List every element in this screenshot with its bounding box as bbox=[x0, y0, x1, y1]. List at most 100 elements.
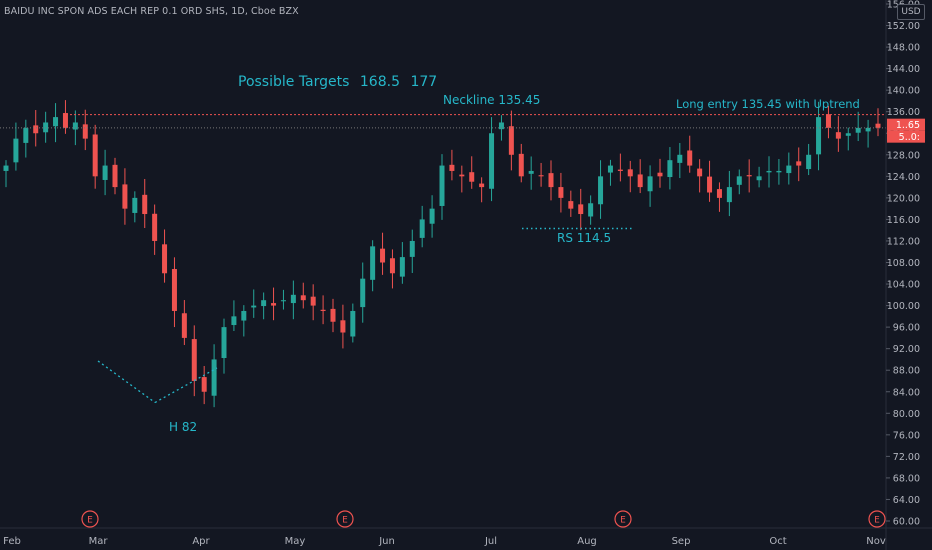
candle-body bbox=[72, 122, 78, 130]
x-tick-label: Jun bbox=[378, 536, 395, 547]
earnings-marker bbox=[336, 510, 354, 528]
y-tick-label: 92.00 bbox=[893, 344, 920, 355]
candle-body bbox=[310, 296, 316, 306]
x-tick-label: Mar bbox=[89, 536, 109, 547]
y-tick-label: 152.00 bbox=[887, 21, 920, 32]
earnings-marker bbox=[868, 510, 886, 528]
neckline-annotation: Neckline 135.45 bbox=[443, 93, 541, 107]
y-tick-label: 104.00 bbox=[887, 280, 920, 291]
candle-body bbox=[271, 303, 277, 306]
candle-body bbox=[588, 203, 594, 217]
candle-body bbox=[766, 170, 772, 173]
candle-body bbox=[578, 204, 584, 215]
candle-body bbox=[370, 246, 376, 280]
y-tick-label: 140.00 bbox=[887, 86, 920, 97]
candle-body bbox=[211, 359, 217, 396]
candle-body bbox=[498, 122, 504, 130]
candle-body bbox=[617, 169, 623, 171]
candle-body bbox=[201, 377, 207, 392]
earnings-marker bbox=[81, 510, 99, 528]
currency-badge[interactable]: USD bbox=[897, 4, 925, 20]
candle-body bbox=[845, 133, 851, 136]
candle-body bbox=[657, 172, 663, 177]
x-tick-label: Sep bbox=[672, 536, 691, 547]
symbol-title: BAIDU INC SPON ADS EACH REP 0.1 ORD SHS,… bbox=[4, 6, 299, 17]
price-badge-label: 5..0: bbox=[899, 132, 920, 143]
candle-body bbox=[389, 258, 395, 274]
x-tick-label: Apr bbox=[192, 536, 210, 547]
y-tick-label: 64.00 bbox=[893, 495, 920, 506]
candle-body bbox=[548, 173, 554, 188]
possible-targets-annotation: Possible Targets 168.5 177 bbox=[238, 74, 443, 90]
candle-body bbox=[261, 300, 267, 307]
y-tick-label: 88.00 bbox=[893, 366, 920, 377]
candle-body bbox=[806, 154, 812, 170]
candle-body bbox=[568, 201, 574, 209]
candle-body bbox=[191, 339, 197, 381]
price-badges: 1..655..0: bbox=[887, 118, 925, 143]
candle-body bbox=[508, 126, 514, 155]
price-axis: 60.00 64.00 68.00 72.00 76.00 80.00 84.00 88.00… bbox=[886, 0, 920, 528]
candle-body bbox=[667, 160, 673, 178]
candle-body bbox=[707, 176, 713, 193]
candle-body bbox=[251, 305, 257, 308]
head-annotation: H 82 bbox=[169, 420, 198, 434]
y-tick-label: 144.00 bbox=[887, 64, 920, 75]
candle-body bbox=[637, 174, 643, 188]
earnings-marker bbox=[614, 510, 632, 528]
target-2: 177 bbox=[410, 74, 438, 90]
x-tick-label: Aug bbox=[577, 536, 597, 547]
candle-body bbox=[181, 313, 187, 338]
x-tick-label: Nov bbox=[866, 536, 886, 547]
candle-body bbox=[528, 170, 534, 174]
candle-body bbox=[3, 165, 9, 171]
y-tick-label: 100.00 bbox=[887, 301, 920, 312]
time-axis: Feb Mar Apr May Jun Jul Aug Sep Oct Nov bbox=[3, 536, 886, 547]
candle-body bbox=[598, 176, 604, 205]
price-badge-bg bbox=[887, 118, 925, 131]
candle-body bbox=[538, 175, 544, 177]
candle-body bbox=[756, 176, 762, 181]
head-right-trendline bbox=[154, 367, 218, 404]
candle-body bbox=[112, 164, 118, 188]
candle-body bbox=[865, 127, 871, 132]
target-1: 168.5 bbox=[359, 74, 400, 90]
candle-body bbox=[607, 165, 613, 173]
candle-body bbox=[360, 278, 366, 308]
candle-body bbox=[825, 114, 831, 128]
targets-label: Possible Targets bbox=[238, 74, 350, 90]
candle-body bbox=[726, 187, 732, 203]
candle-body bbox=[122, 184, 128, 209]
candle-body bbox=[518, 153, 524, 177]
candle-body bbox=[479, 183, 485, 188]
candle-body bbox=[171, 269, 177, 311]
candle-body bbox=[429, 208, 435, 224]
rs-annotation: RS 114.5 bbox=[557, 231, 612, 245]
head-left-trendline bbox=[97, 360, 156, 404]
y-tick-label: 120.00 bbox=[887, 193, 920, 204]
candle-body bbox=[330, 308, 336, 322]
candle-body bbox=[439, 165, 445, 206]
candle-body bbox=[82, 124, 88, 139]
candle-body bbox=[13, 138, 19, 163]
y-tick-label: 72.00 bbox=[893, 452, 920, 463]
y-tick-label: 136.00 bbox=[887, 107, 920, 118]
long-entry-annotation: Long entry 135.45 with Uptrend bbox=[676, 97, 860, 111]
candle-body bbox=[53, 117, 59, 127]
x-tick-label: Jul bbox=[484, 536, 497, 547]
candle-body bbox=[786, 165, 792, 174]
y-tick-label: 76.00 bbox=[893, 430, 920, 441]
candle-body bbox=[380, 248, 386, 263]
candle-body bbox=[449, 164, 455, 171]
earnings-marker-label: E bbox=[87, 516, 93, 526]
candle-body bbox=[92, 134, 98, 177]
price-badge-label: 1..65 bbox=[896, 120, 920, 131]
candle-body bbox=[340, 320, 346, 333]
candle-body bbox=[231, 316, 237, 326]
candle-body bbox=[776, 170, 782, 173]
price-badge-bg bbox=[887, 130, 925, 143]
candle-body bbox=[489, 133, 495, 189]
y-tick-label: 124.00 bbox=[887, 172, 920, 183]
